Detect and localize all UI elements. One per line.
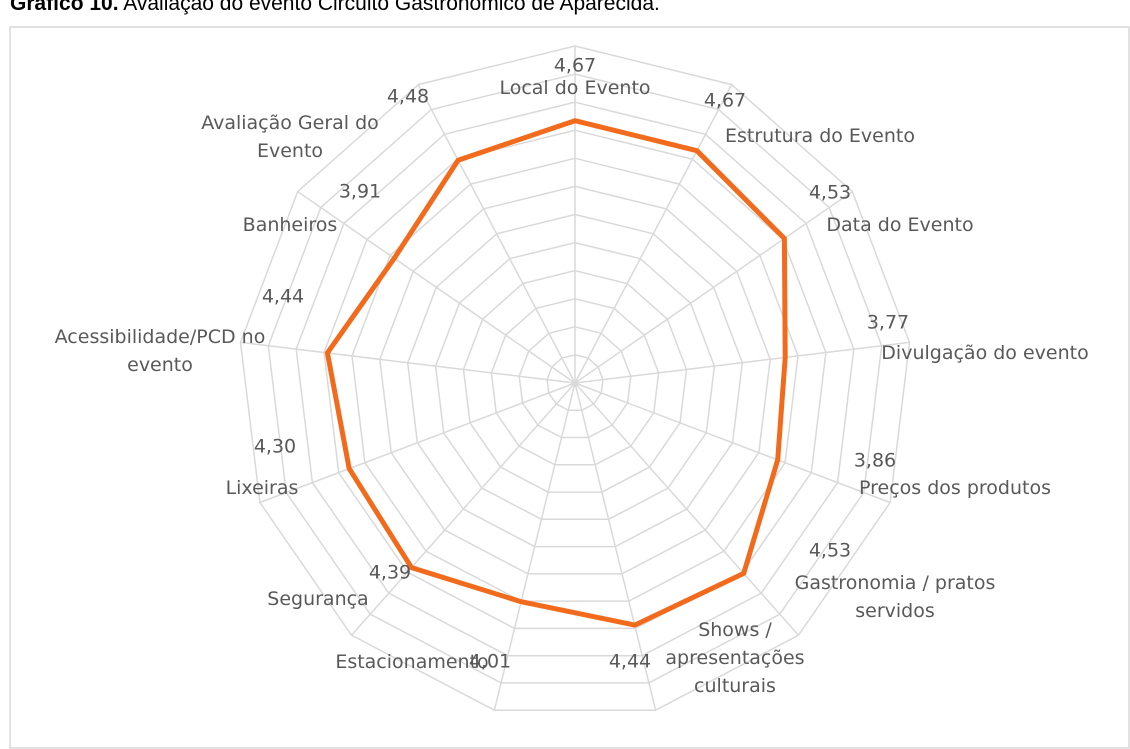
grid-ring: [546, 354, 604, 412]
data-label: 4,30: [254, 436, 296, 458]
category-label-line: servidos: [855, 600, 935, 622]
data-label: 4,01: [469, 651, 511, 673]
category-label-line: evento: [127, 354, 193, 376]
category-label: Local do Evento: [499, 77, 650, 99]
spoke: [574, 341, 910, 384]
title-label: Gráfico 10.: [10, 0, 119, 15]
spoke: [297, 190, 576, 384]
grid-ring: [323, 129, 827, 630]
chart-frame: [9, 26, 1130, 749]
grid-ring: [462, 269, 688, 493]
category-label: Divulgação do evento: [881, 342, 1088, 364]
category-label-line: culturais: [694, 675, 776, 697]
data-label: 4,44: [262, 286, 304, 308]
grid-ring: [267, 73, 883, 684]
category-label-line: Avaliação Geral do: [201, 112, 379, 134]
data-label: 4,48: [387, 86, 429, 108]
spoke: [417, 84, 576, 384]
spoke: [259, 382, 576, 504]
data-label: 3,77: [867, 312, 909, 334]
category-label: Shows / apresentações culturais: [665, 619, 804, 697]
grid-ring: [239, 45, 911, 711]
category-label: Estacionamento: [335, 651, 488, 673]
grid-ring: [295, 101, 855, 657]
category-label: Lixeiras: [226, 477, 299, 499]
category-label: Avaliação Geral do Evento: [201, 112, 379, 162]
category-label-line: Acessibilidade/PCD no: [55, 326, 266, 348]
category-label-line: Evento: [257, 140, 323, 162]
grid-ring: [379, 185, 771, 575]
spoke: [350, 382, 576, 636]
grid-ring: [490, 298, 660, 466]
data-label: 3,91: [339, 181, 381, 203]
spoke: [574, 382, 891, 504]
category-label-line: Estacionamento: [335, 651, 488, 673]
category-label: Data do Evento: [826, 214, 973, 236]
category-label-line: Local do Evento: [499, 77, 650, 99]
category-label-line: Lixeiras: [226, 477, 299, 499]
title-text: Avaliação do evento Circuito Gastronômic…: [123, 0, 660, 15]
category-label-line: Preços dos produtos: [859, 477, 1051, 499]
spoke: [240, 341, 576, 384]
category-label-line: Estrutura do Evento: [725, 125, 915, 147]
category-label: Preços dos produtos: [859, 477, 1051, 499]
category-label-line: Segurança: [267, 588, 368, 610]
category-label-line: apresentações: [665, 647, 804, 669]
data-label: 4,67: [554, 55, 596, 77]
data-label: 4,53: [809, 540, 851, 562]
grid-ring: [434, 241, 716, 521]
spoke: [574, 382, 657, 711]
chart-title: Gráfico 10. Avaliação do evento Circuito…: [10, 0, 660, 15]
category-label: Banheiros: [243, 214, 338, 236]
spoke: [574, 84, 733, 384]
data-label: 3,86: [854, 450, 896, 472]
data-label: 4,39: [369, 562, 411, 584]
grid-ring: [406, 213, 744, 548]
spoke: [574, 190, 853, 384]
category-label: Gastronomia / pratos servidos: [795, 572, 996, 622]
data-label: 4,53: [809, 182, 851, 204]
category-label-line: Data do Evento: [826, 214, 973, 236]
category-label-line: Shows /: [698, 619, 772, 641]
spoke: [493, 382, 576, 711]
data-label: 4,44: [609, 651, 651, 673]
grid-ring: [518, 326, 632, 439]
data-label: 4,67: [704, 90, 746, 112]
spoke: [574, 382, 800, 636]
category-label-line: Divulgação do evento: [881, 342, 1088, 364]
category-label: Segurança: [267, 588, 368, 610]
category-label-line: Gastronomia / pratos: [795, 572, 996, 594]
category-label: Estrutura do Evento: [725, 125, 915, 147]
series-line: [324, 118, 788, 628]
category-label: Acessibilidade/PCD no evento: [55, 326, 266, 376]
category-label-line: Banheiros: [243, 214, 338, 236]
